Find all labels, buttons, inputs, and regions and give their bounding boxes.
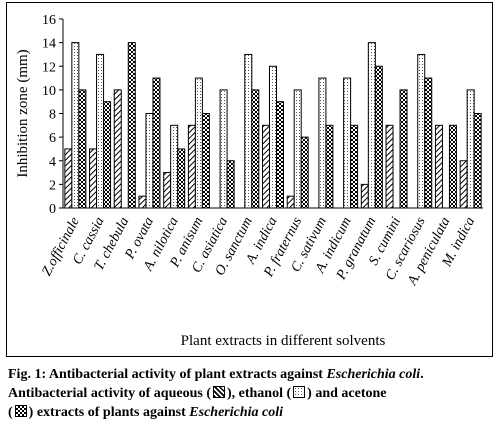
caption-period: . — [420, 367, 424, 382]
bar-aqueous — [138, 195, 147, 209]
figure-frame: 0 2 4 6 8 10 12 14 16 Inhibition zone (mm) Z.offic… — [6, 2, 493, 357]
y-tick-label: 2 — [49, 178, 56, 193]
bar-acetone — [152, 77, 161, 209]
bar-acetone — [276, 101, 284, 209]
caption-text-c: ) and acetone — [307, 386, 387, 401]
bar-ethanol — [269, 65, 277, 209]
bar-ethanol — [417, 53, 426, 209]
bar-acetone — [78, 89, 87, 209]
bar-aqueous — [113, 89, 122, 209]
bar-acetone — [201, 113, 210, 209]
y-tick-label: 4 — [49, 155, 56, 170]
bar-acetone — [473, 113, 482, 209]
bar-aqueous — [459, 160, 468, 209]
bar-acetone — [424, 77, 433, 209]
bar-acetone — [251, 89, 260, 209]
bar-acetone — [177, 148, 186, 209]
bar-acetone — [448, 124, 457, 209]
bar-ethanol — [96, 53, 105, 209]
caption-organism-2: Escherichia coli — [189, 405, 284, 420]
bar-ethanol — [244, 53, 253, 209]
bar-ethanol — [293, 89, 302, 209]
y-tick-label: 10 — [42, 84, 56, 99]
bar-ethanol — [367, 42, 376, 209]
ethanol-swatch-icon — [293, 386, 306, 398]
acetone-swatch-icon — [14, 405, 27, 417]
bar-aqueous — [64, 148, 73, 209]
caption-text-e: ) extracts of plants against — [28, 405, 190, 420]
caption-text-b: ), ethanol ( — [226, 386, 292, 401]
caption-text-a: Antibacterial activity of aqueous ( — [8, 386, 211, 401]
caption-title: Fig. 1: Antibacterial activity of plant … — [8, 367, 327, 382]
bar-aqueous — [89, 148, 98, 209]
y-tick-label: 12 — [42, 60, 56, 75]
bar-aqueous — [163, 172, 172, 209]
bar-ethanol — [219, 89, 228, 209]
y-tick-label: 8 — [49, 108, 56, 123]
bar-ethanol — [71, 42, 80, 209]
bar-aqueous — [385, 124, 394, 209]
bar-aqueous — [187, 124, 196, 209]
bar-ethanol — [466, 89, 475, 209]
bar-acetone — [127, 42, 136, 209]
bar-ethanol — [318, 77, 327, 209]
bar-ethanol — [170, 124, 179, 209]
y-tick-label: 14 — [42, 37, 56, 52]
bar-aqueous — [360, 183, 369, 209]
bar-ethanol — [343, 77, 352, 209]
figure-caption: Fig. 1: Antibacterial activity of plant … — [8, 365, 494, 422]
caption-line-3: ( ) extracts of plants against Escherichi… — [8, 403, 494, 422]
y-tick-label: 0 — [49, 202, 56, 217]
y-tick-label: 16 — [42, 13, 56, 28]
caption-line-2: Antibacterial activity of aqueous ( ), et… — [8, 384, 494, 403]
bar-ethanol — [194, 77, 203, 209]
bars — [64, 42, 482, 209]
bar-ethanol — [145, 113, 154, 209]
caption-line-1: Fig. 1: Antibacterial activity of plant … — [8, 365, 494, 384]
bar-acetone — [103, 101, 112, 209]
caption-organism: Escherichia coli — [326, 367, 421, 382]
y-tick-label: 6 — [49, 131, 56, 146]
caption-text-d: ( — [8, 405, 13, 420]
bar-acetone — [226, 160, 235, 209]
bar-acetone — [300, 136, 309, 209]
bar-aqueous — [434, 124, 443, 209]
bar-acetone — [325, 124, 334, 209]
bar-aqueous — [286, 195, 295, 209]
y-axis-label: Inhibition zone (mm) — [15, 49, 31, 177]
aqueous-swatch-icon — [212, 386, 225, 398]
x-axis-label: Plant extracts in different solvents — [181, 333, 386, 349]
bar-acetone — [350, 124, 359, 209]
bar-acetone — [399, 89, 408, 209]
bar-aqueous — [262, 124, 270, 209]
bar-acetone — [374, 65, 383, 209]
